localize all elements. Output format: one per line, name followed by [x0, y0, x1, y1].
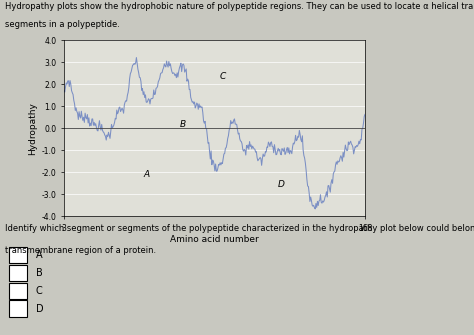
Text: transmembrane region of a protein.: transmembrane region of a protein.	[5, 246, 156, 255]
Text: B: B	[36, 268, 42, 278]
X-axis label: Amino acid number: Amino acid number	[170, 236, 259, 245]
Text: C: C	[219, 72, 226, 81]
Text: Identify which segment or segments of the polypeptide characterized in the hydro: Identify which segment or segments of th…	[5, 224, 474, 233]
Text: B: B	[180, 120, 186, 129]
Text: segments in a polypeptide.: segments in a polypeptide.	[5, 20, 119, 29]
Text: C: C	[36, 286, 42, 296]
Text: A: A	[36, 250, 42, 260]
Text: Hydropathy plots show the hydrophobic nature of polypeptide regions. They can be: Hydropathy plots show the hydrophobic na…	[5, 2, 474, 11]
Text: D: D	[36, 304, 43, 314]
Text: D: D	[278, 180, 284, 189]
Text: A: A	[143, 170, 149, 179]
Y-axis label: Hydropathy: Hydropathy	[28, 102, 37, 154]
